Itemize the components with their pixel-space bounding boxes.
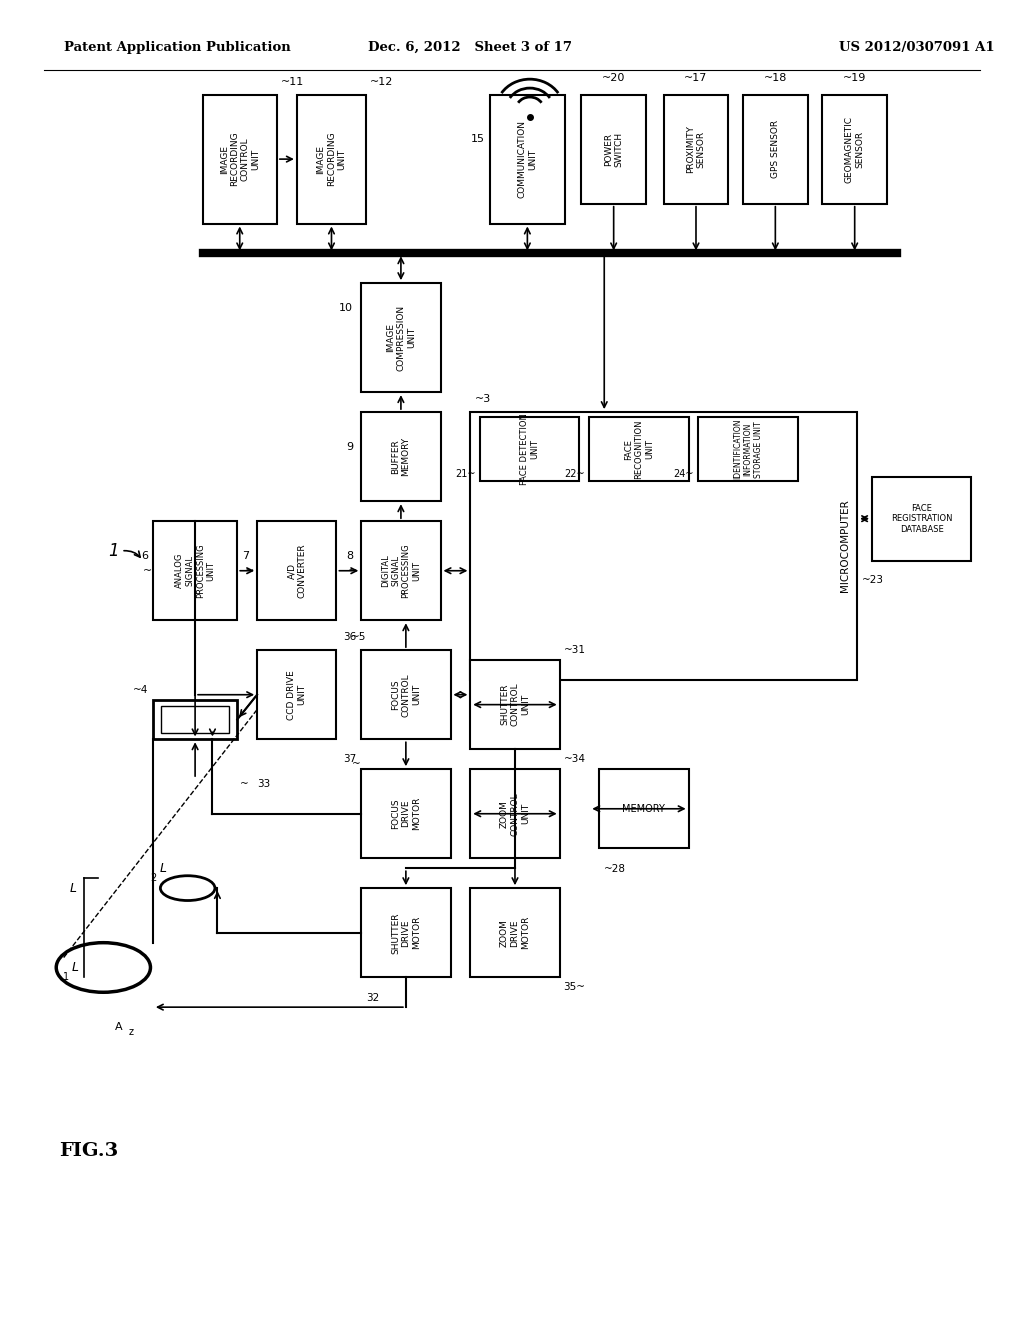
Text: FOCUS
CONTROL
UNIT: FOCUS CONTROL UNIT — [391, 673, 421, 717]
Text: Dec. 6, 2012   Sheet 3 of 17: Dec. 6, 2012 Sheet 3 of 17 — [369, 41, 572, 54]
Text: PROXIMITY
SENSOR: PROXIMITY SENSOR — [686, 125, 706, 173]
Text: 15: 15 — [471, 135, 485, 144]
Text: IMAGE
RECORDING
UNIT: IMAGE RECORDING UNIT — [316, 132, 346, 186]
Text: 32: 32 — [367, 993, 380, 1003]
Text: ~19: ~19 — [843, 73, 866, 83]
Text: FOCUS
DRIVE
MOTOR: FOCUS DRIVE MOTOR — [391, 797, 421, 830]
Bar — [153, 521, 238, 620]
Text: SHUTTER
DRIVE
MOTOR: SHUTTER DRIVE MOTOR — [391, 912, 421, 953]
Text: L: L — [70, 882, 77, 895]
Text: IDENTIFICATION
INFORMATION
STORAGE UNIT: IDENTIFICATION INFORMATION STORAGE UNIT — [733, 418, 763, 479]
Bar — [743, 95, 808, 203]
Text: GEOMAGNETIC
SENSOR: GEOMAGNETIC SENSOR — [845, 116, 864, 182]
Text: SHUTTER
CONTROL
UNIT: SHUTTER CONTROL UNIT — [500, 682, 529, 726]
Text: 21~: 21~ — [455, 469, 475, 479]
Text: ~: ~ — [142, 566, 152, 576]
Text: ~: ~ — [351, 759, 360, 770]
Text: 1: 1 — [62, 973, 69, 982]
Bar — [490, 95, 564, 223]
Text: CCD DRIVE
UNIT: CCD DRIVE UNIT — [287, 669, 306, 719]
Bar — [470, 660, 559, 750]
Text: DIGITAL
SIGNAL
PROCESSING
UNIT: DIGITAL SIGNAL PROCESSING UNIT — [381, 544, 421, 598]
Bar — [361, 770, 451, 858]
Text: ~18: ~18 — [764, 73, 787, 83]
Text: ~23: ~23 — [862, 574, 884, 585]
Text: ~31: ~31 — [563, 645, 586, 655]
Text: A/D
CONVERTER: A/D CONVERTER — [287, 544, 306, 598]
Text: 2: 2 — [150, 874, 156, 883]
Text: 35~: 35~ — [563, 982, 586, 993]
Text: 1: 1 — [108, 543, 119, 560]
Text: GPS SENSOR: GPS SENSOR — [771, 120, 780, 178]
Bar — [698, 417, 798, 482]
Text: ~: ~ — [348, 566, 357, 576]
Bar — [664, 95, 728, 203]
Bar — [590, 417, 688, 482]
Bar — [361, 282, 440, 392]
Text: 10: 10 — [339, 302, 353, 313]
Bar — [872, 477, 971, 561]
Text: FACE DETECTION
UNIT: FACE DETECTION UNIT — [520, 413, 540, 486]
Text: ~11: ~11 — [281, 77, 304, 87]
Text: POWER
SWITCH: POWER SWITCH — [604, 132, 624, 166]
Text: L: L — [160, 862, 166, 875]
Bar — [153, 700, 238, 739]
Bar — [161, 706, 229, 734]
Text: A: A — [115, 1022, 122, 1032]
Ellipse shape — [161, 875, 215, 900]
Text: ~4: ~4 — [133, 685, 148, 694]
Text: ~: ~ — [245, 566, 254, 576]
Bar — [257, 521, 337, 620]
Bar — [361, 412, 440, 502]
Bar — [203, 95, 276, 223]
Text: ~: ~ — [240, 779, 248, 789]
Bar — [257, 649, 337, 739]
Text: MICROCOMPUTER: MICROCOMPUTER — [841, 499, 850, 593]
Bar — [599, 770, 688, 849]
Text: Patent Application Publication: Patent Application Publication — [63, 41, 291, 54]
Text: ~12: ~12 — [370, 77, 393, 87]
Bar — [470, 412, 857, 680]
Text: 22~: 22~ — [564, 469, 585, 479]
Text: FIG.3: FIG.3 — [58, 1142, 118, 1160]
Bar — [582, 95, 646, 203]
Text: 6: 6 — [141, 550, 148, 561]
Text: 36: 36 — [343, 632, 356, 642]
Bar — [297, 95, 367, 223]
Text: BUFFER
MEMORY: BUFFER MEMORY — [391, 437, 411, 477]
Bar — [361, 521, 440, 620]
Text: ~5: ~5 — [351, 632, 367, 642]
Text: IMAGE
COMPRESSION
UNIT: IMAGE COMPRESSION UNIT — [386, 305, 416, 371]
Text: ~17: ~17 — [684, 73, 708, 83]
Bar — [480, 417, 580, 482]
Text: IMAGE
RECORDING
CONTROL
UNIT: IMAGE RECORDING CONTROL UNIT — [219, 132, 260, 186]
Text: FACE
RECOGNITION
UNIT: FACE RECOGNITION UNIT — [624, 420, 654, 479]
Text: ~3: ~3 — [475, 395, 492, 404]
Ellipse shape — [56, 942, 151, 993]
Text: 33: 33 — [257, 779, 270, 789]
Text: US 2012/0307091 A1: US 2012/0307091 A1 — [839, 41, 994, 54]
Text: ANALOG
SIGNAL
PROCESSING
UNIT: ANALOG SIGNAL PROCESSING UNIT — [175, 544, 215, 598]
Bar — [470, 770, 559, 858]
Text: 9: 9 — [346, 442, 353, 451]
Text: ~34: ~34 — [563, 754, 586, 764]
Text: ZOOM
CONTROL
UNIT: ZOOM CONTROL UNIT — [500, 792, 529, 836]
Text: 37: 37 — [343, 754, 356, 764]
Text: ~28: ~28 — [604, 865, 627, 874]
Text: ~20: ~20 — [602, 73, 626, 83]
Text: z: z — [129, 1027, 133, 1038]
Text: COMMUNICATION
UNIT: COMMUNICATION UNIT — [518, 120, 537, 198]
Bar — [361, 649, 451, 739]
Bar — [361, 888, 451, 977]
Text: MEMORY: MEMORY — [623, 804, 666, 813]
Text: 8: 8 — [346, 550, 353, 561]
Bar — [470, 888, 559, 977]
Text: FACE
REGISTRATION
DATABASE: FACE REGISTRATION DATABASE — [891, 504, 952, 533]
Text: L: L — [72, 961, 79, 974]
Text: 7: 7 — [242, 550, 249, 561]
Bar — [822, 95, 887, 203]
Text: ZOOM
DRIVE
MOTOR: ZOOM DRIVE MOTOR — [500, 916, 529, 949]
Text: 24~: 24~ — [673, 469, 693, 479]
